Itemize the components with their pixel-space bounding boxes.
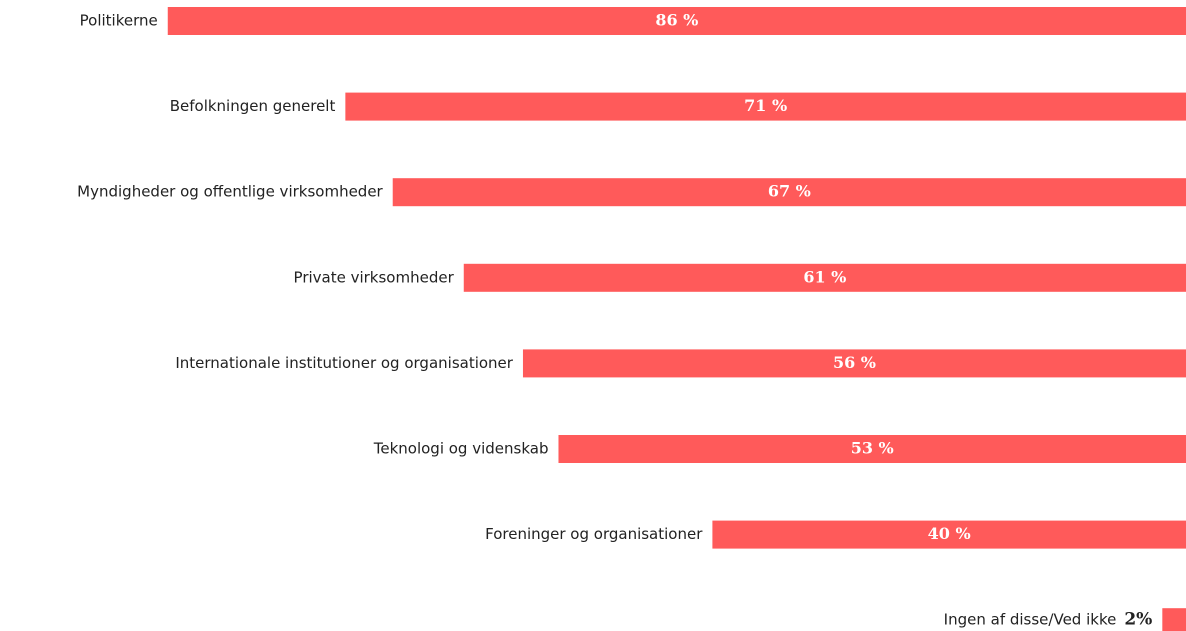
category-label: Foreninger og organisationer [485,525,703,543]
category-label: Politikerne [80,12,158,30]
category-label: Internationale institutioner og organisa… [175,354,513,372]
bar [558,435,1186,463]
category-label: Teknologi og videnskab [373,440,549,458]
value-label: 67 % [768,182,811,201]
value-label: 2% [1124,610,1152,630]
bar [463,263,1186,292]
value-label: 40 % [928,524,971,543]
value-label: 56 % [833,353,876,372]
bar [1162,608,1186,631]
bar [522,349,1186,378]
category-label: Private virksomheder [294,268,455,286]
bar [345,92,1186,121]
category-label: Ingen af disse/Ved ikke [944,611,1117,629]
bar [712,520,1186,549]
category-label: Myndigheder og offentlige virksomheder [77,183,383,201]
value-label: 61 % [803,267,846,286]
category-label: Befolkningen generelt [170,97,336,115]
bar [167,7,1186,35]
bar [392,178,1186,207]
value-label: 71 % [744,96,787,115]
value-label: 86 % [655,11,698,30]
value-label: 53 % [851,439,894,458]
